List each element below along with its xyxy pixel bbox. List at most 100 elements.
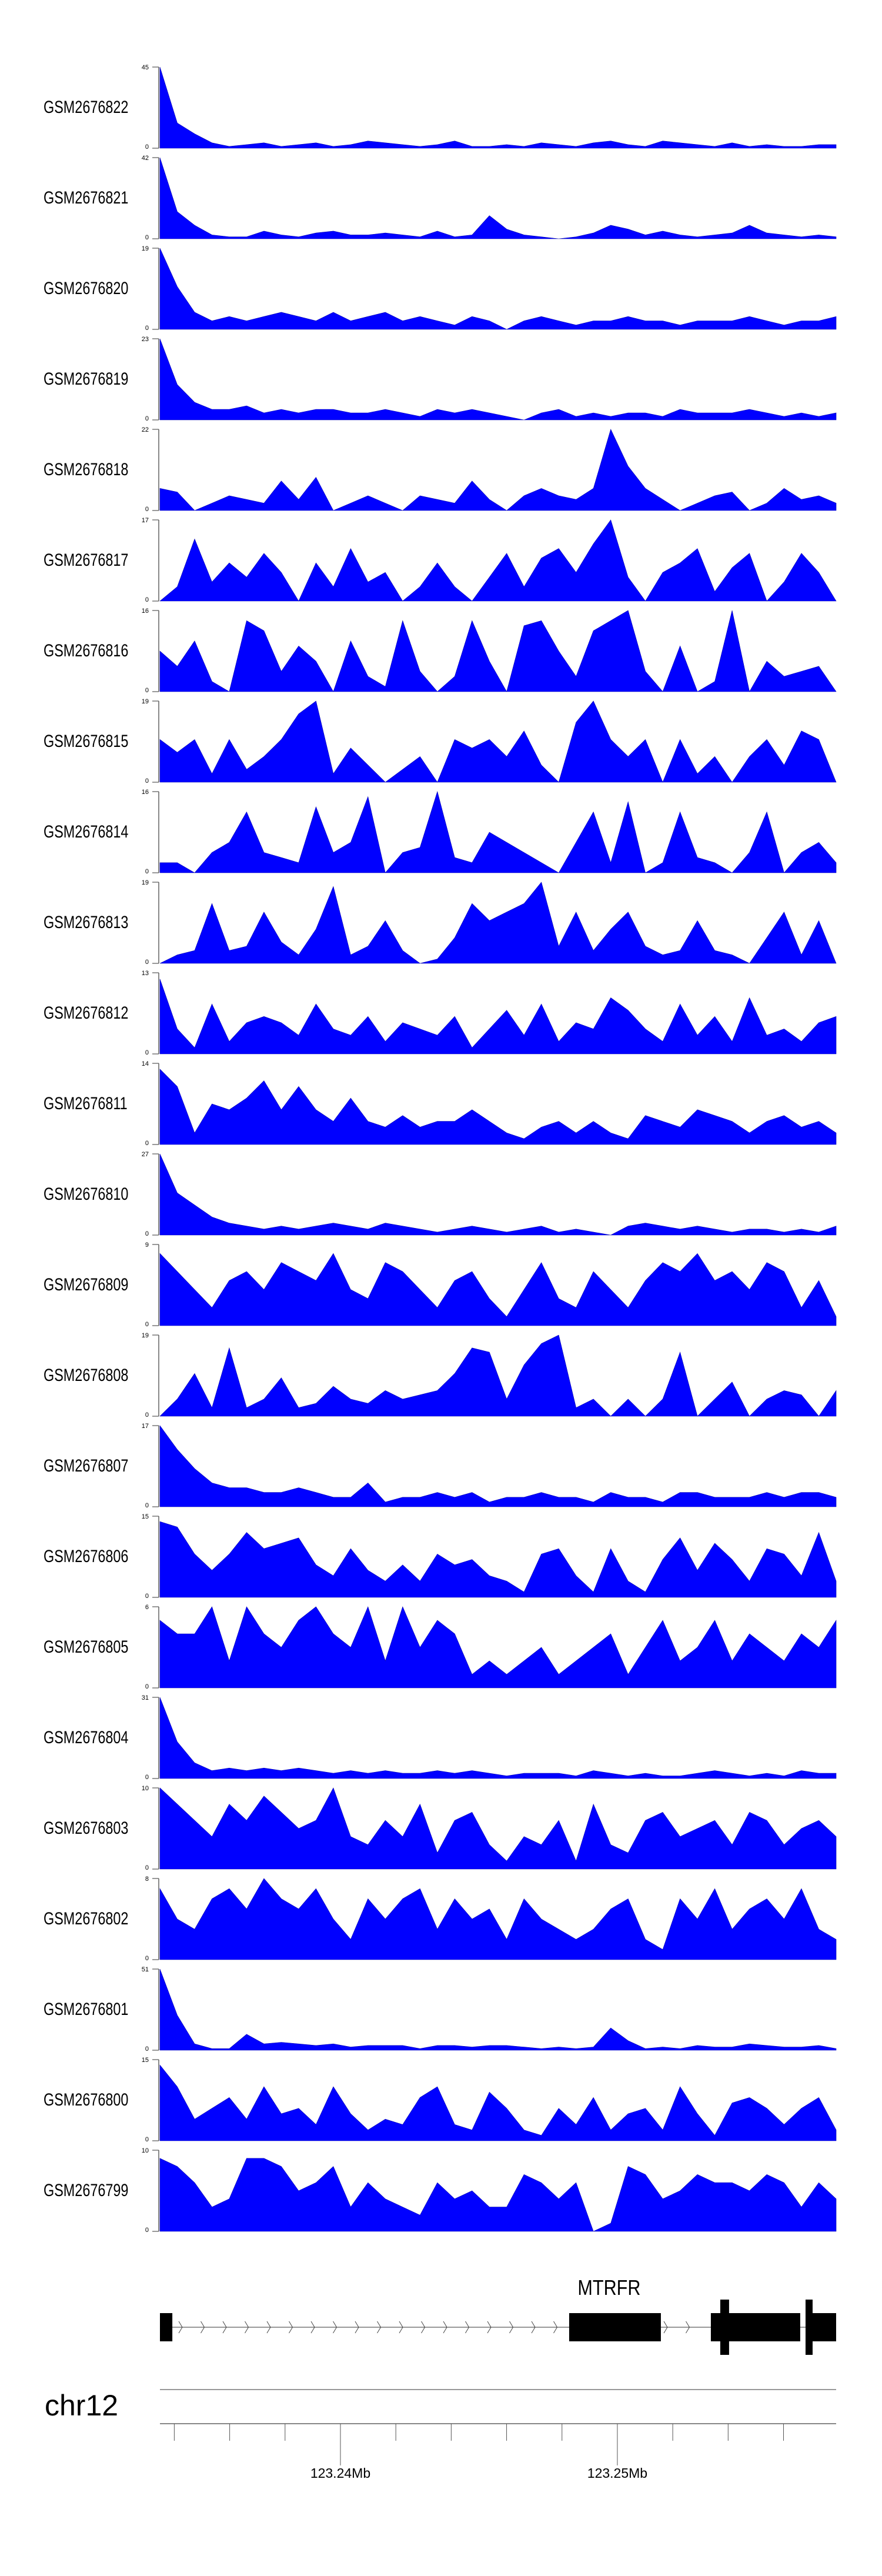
strand-chevron-icon bbox=[201, 2321, 205, 2334]
gene-name-label: MTRFR bbox=[577, 2277, 640, 2300]
track-GSM2676811: 14 0 bbox=[142, 1060, 837, 1147]
y-axis-max-label: 19 bbox=[142, 698, 149, 705]
track-label: GSM2676813 bbox=[44, 913, 129, 932]
y-axis-min-label: 0 bbox=[145, 1049, 149, 1056]
track-GSM2676822: 45 0 bbox=[142, 64, 837, 151]
y-axis-max-label: 31 bbox=[142, 1694, 149, 1701]
coverage-area bbox=[159, 1787, 837, 1870]
coverage-area bbox=[159, 700, 837, 783]
track-GSM2676807: 17 0 bbox=[142, 1423, 837, 1509]
y-axis-min-label: 0 bbox=[145, 1683, 149, 1690]
track-label: GSM2676820 bbox=[44, 279, 129, 298]
gene-track: MTRFR bbox=[160, 2277, 836, 2355]
track-GSM2676819: 23 0 bbox=[142, 336, 837, 422]
y-axis-max-label: 19 bbox=[142, 879, 149, 886]
y-axis-max-label: 23 bbox=[142, 336, 149, 343]
track-label: GSM2676799 bbox=[44, 2181, 129, 2200]
genome-axis: 123.24Mb 123.25Mb bbox=[160, 2389, 836, 2481]
track-label: GSM2676811 bbox=[44, 1094, 128, 1113]
track-GSM2676816: 16 0 bbox=[142, 608, 837, 694]
track-GSM2676818: 22 0 bbox=[142, 426, 837, 513]
y-axis-max-label: 13 bbox=[142, 970, 149, 977]
strand-chevron-icon bbox=[289, 2321, 293, 2334]
y-axis-min-label: 0 bbox=[145, 778, 149, 785]
track-GSM2676813: 19 0 bbox=[142, 879, 837, 966]
coverage-area bbox=[159, 2064, 837, 2141]
y-axis-max-label: 8 bbox=[145, 1876, 149, 1883]
track-label: GSM2676810 bbox=[44, 1184, 129, 1204]
track-GSM2676809: 90 bbox=[145, 1242, 837, 1328]
track-GSM2676805: 60 bbox=[145, 1604, 837, 1690]
strand-chevron-icon bbox=[178, 2321, 183, 2334]
y-axis-min-label: 0 bbox=[145, 596, 149, 603]
y-axis-max-label: 45 bbox=[142, 64, 149, 71]
track-label: GSM2676812 bbox=[44, 1003, 129, 1023]
coverage-area bbox=[159, 1069, 837, 1145]
track-label: GSM2676808 bbox=[44, 1366, 129, 1385]
track-label: GSM2676801 bbox=[44, 2000, 129, 2019]
track-label: GSM2676821 bbox=[44, 188, 129, 208]
y-axis-min-label: 0 bbox=[145, 1864, 149, 1871]
y-axis-min-label: 0 bbox=[145, 687, 149, 694]
y-axis-min-label: 0 bbox=[145, 1321, 149, 1328]
track-GSM2676812: 13 0 bbox=[142, 970, 837, 1056]
axis-tick-label: 123.25Mb bbox=[587, 2465, 647, 2481]
coverage-area bbox=[159, 1521, 837, 1598]
y-axis-min-label: 0 bbox=[145, 959, 149, 966]
chromosome-label: chr12 bbox=[45, 2389, 119, 2422]
y-axis-max-label: 15 bbox=[142, 1513, 149, 1520]
strand-chevron-icon bbox=[399, 2321, 403, 2334]
coverage-area bbox=[159, 882, 837, 964]
y-axis-max-label: 17 bbox=[142, 1423, 149, 1430]
strand-chevron-icon bbox=[487, 2321, 492, 2334]
y-axis-min-label: 0 bbox=[145, 1774, 149, 1781]
coverage-area bbox=[159, 1606, 837, 1689]
y-axis-max-label: 42 bbox=[142, 155, 149, 162]
strand-chevron-icon bbox=[421, 2321, 426, 2334]
track-label: GSM2676817 bbox=[44, 550, 129, 570]
track-GSM2676808: 19 0 bbox=[142, 1332, 837, 1419]
track-GSM2676806: 15 0 bbox=[142, 1513, 837, 1600]
y-axis-min-label: 0 bbox=[145, 2227, 149, 2234]
track-GSM2676821: 42 0 bbox=[142, 155, 837, 241]
coverage-area bbox=[159, 338, 837, 421]
track-label: GSM2676800 bbox=[44, 2090, 129, 2110]
y-axis-min-label: 0 bbox=[145, 1230, 149, 1237]
y-axis-max-label: 6 bbox=[145, 1604, 149, 1611]
strand-chevron-icon bbox=[531, 2321, 536, 2334]
axis-tick-label: 123.24Mb bbox=[310, 2465, 370, 2481]
y-axis-min-label: 0 bbox=[145, 234, 149, 241]
track-GSM2676802: 80 bbox=[145, 1876, 837, 1962]
strand-chevron-icon bbox=[355, 2321, 359, 2334]
y-axis-max-label: 10 bbox=[142, 1785, 149, 1792]
strand-chevron-icon bbox=[443, 2321, 447, 2334]
coverage-area bbox=[159, 66, 837, 149]
track-label: GSM2676818 bbox=[44, 460, 129, 479]
track-label: GSM2676815 bbox=[44, 732, 129, 751]
coverage-area bbox=[159, 1334, 837, 1417]
track-label: GSM2676809 bbox=[44, 1275, 129, 1294]
coverage-area bbox=[159, 1968, 837, 2051]
track-GSM2676803: 10 0 bbox=[142, 1785, 837, 1871]
y-axis-max-label: 16 bbox=[142, 608, 149, 615]
strand-chevron-icon bbox=[377, 2321, 382, 2334]
track-label: GSM2676822 bbox=[44, 98, 129, 117]
coverage-area bbox=[159, 610, 837, 692]
exon bbox=[569, 2313, 661, 2341]
strand-chevron-icon bbox=[222, 2321, 227, 2334]
track-label: GSM2676819 bbox=[44, 369, 129, 389]
track-GSM2676810: 27 0 bbox=[142, 1151, 837, 1237]
y-axis-min-label: 0 bbox=[145, 415, 149, 422]
y-axis-max-label: 22 bbox=[142, 426, 149, 433]
track-GSM2676814: 16 0 bbox=[142, 789, 837, 875]
coverage-area bbox=[159, 1878, 837, 1960]
coverage-area bbox=[159, 979, 837, 1055]
track-label: GSM2676804 bbox=[44, 1728, 129, 1747]
track-GSM2676804: 31 0 bbox=[142, 1694, 837, 1781]
strand-chevron-icon bbox=[686, 2321, 690, 2334]
y-axis-max-label: 9 bbox=[145, 1242, 149, 1249]
track-label: GSM2676806 bbox=[44, 1547, 129, 1566]
coverage-tracks: 4504201902302201701601901601901301402709… bbox=[142, 64, 837, 2234]
strand-chevron-icon bbox=[310, 2321, 315, 2334]
coverage-area bbox=[159, 1253, 837, 1326]
